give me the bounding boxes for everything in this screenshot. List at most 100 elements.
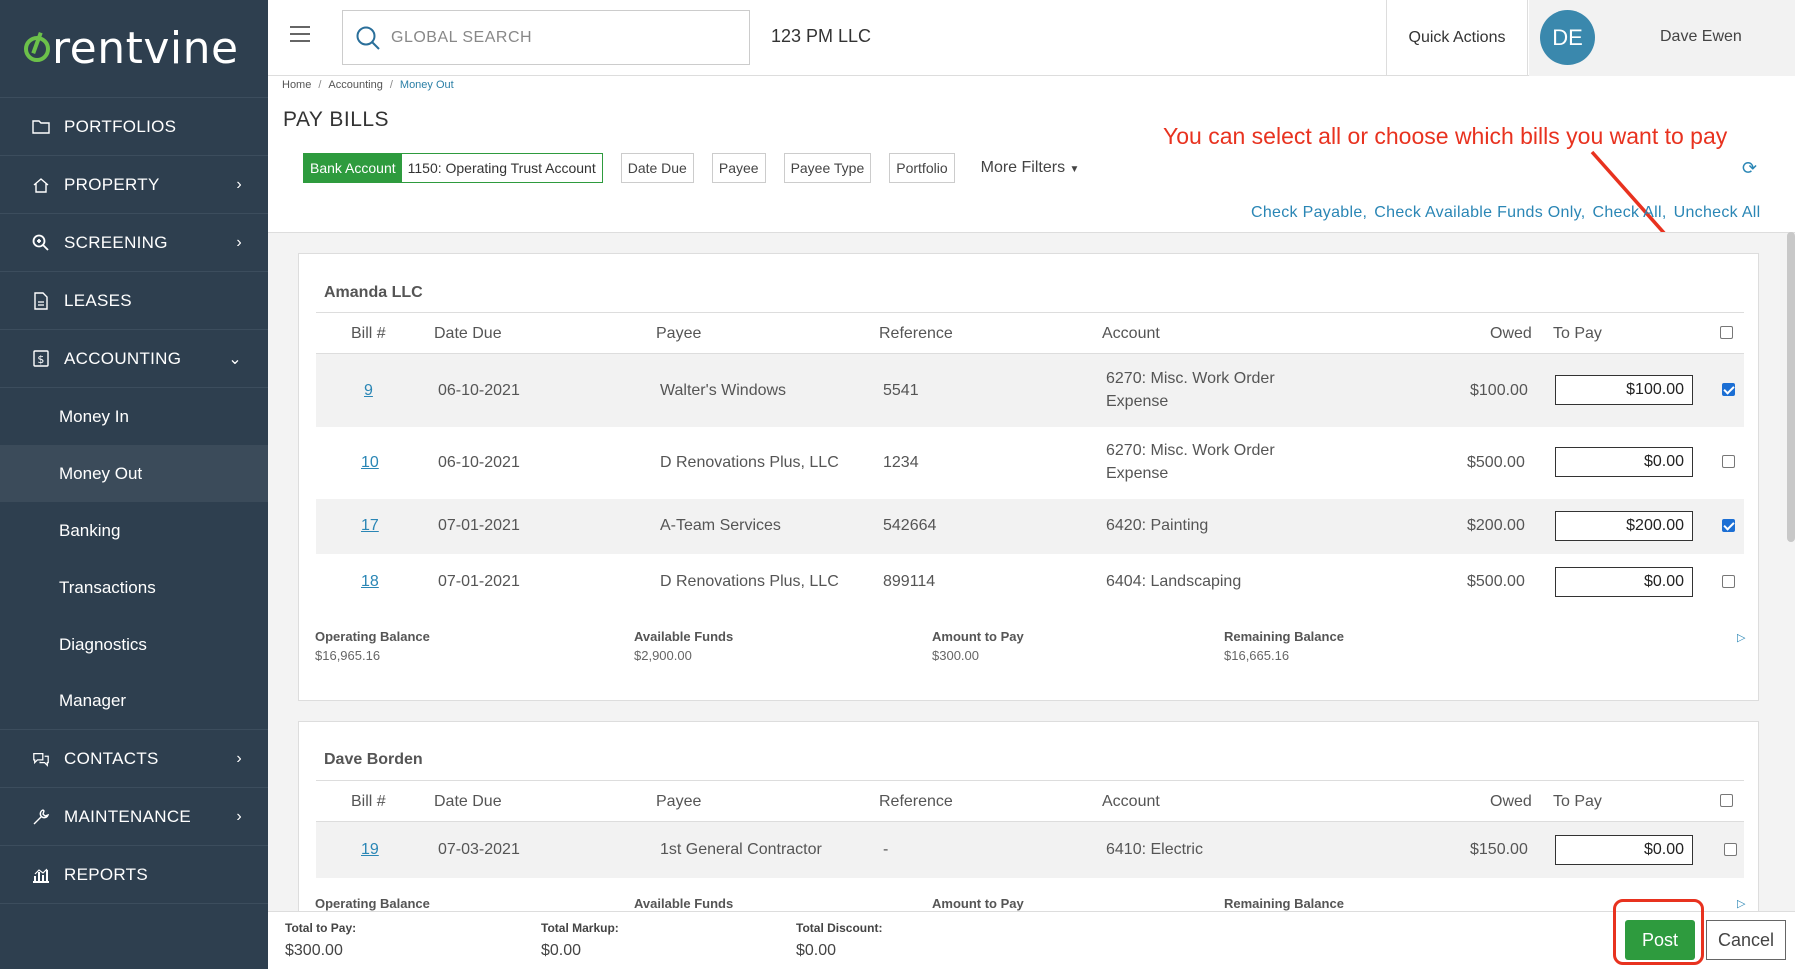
expand-caret-icon[interactable]: ▷ (1737, 898, 1746, 910)
chevron-down-icon: ⌄ (228, 350, 242, 368)
quick-actions-button[interactable]: Quick Actions (1386, 0, 1528, 76)
sidebar-subitem-money-in[interactable]: Money In (59, 406, 129, 426)
dollar-doc-icon: $ (32, 350, 50, 368)
bill-link[interactable]: 9 (364, 382, 373, 399)
sidebar-subitem-transactions[interactable]: Transactions (59, 577, 156, 597)
payee-filter[interactable]: Payee (711, 153, 766, 183)
group-title: Dave Borden (324, 751, 423, 768)
breadcrumb-home[interactable]: Home (282, 79, 312, 91)
svg-text:$: $ (37, 353, 44, 366)
col-bill: Bill # (351, 793, 386, 810)
col-reference: Reference (879, 325, 953, 342)
portfolio-filter[interactable]: Portfolio (889, 153, 955, 183)
check-available-funds-link[interactable]: Check Available Funds Only (1374, 204, 1581, 221)
account-line-1: 6270: Misc. Work Order (1106, 442, 1275, 459)
cancel-button[interactable]: Cancel (1706, 920, 1786, 960)
annotation-text: You can select all or choose which bills… (1163, 123, 1728, 149)
total-discount-value: $0.00 (796, 942, 837, 959)
expand-caret-icon[interactable]: ▷ (1737, 632, 1746, 644)
home-icon (32, 176, 50, 194)
bank-account-filter[interactable]: Bank Account 1150: Operating Trust Accou… (303, 153, 603, 183)
check-all-link[interactable]: Check All (1592, 204, 1662, 221)
avatar[interactable]: DE (1540, 10, 1595, 65)
to-pay-input[interactable] (1555, 447, 1693, 477)
payee-type-filter[interactable]: Payee Type (783, 153, 872, 183)
post-button[interactable]: Post (1625, 920, 1695, 960)
sidebar-item-property[interactable]: PROPERTY › (0, 156, 268, 214)
search-zoom-icon (32, 234, 50, 252)
remaining-balance-label: Remaining Balance (1224, 896, 1344, 911)
sidebar-subitem-manager[interactable]: Manager (0, 673, 268, 730)
date-due: 07-03-2021 (438, 841, 520, 858)
bill-checkbox[interactable] (1724, 843, 1737, 856)
check-payable-link[interactable]: Check Payable (1251, 204, 1363, 221)
bill-link[interactable]: 18 (361, 573, 379, 590)
bill-checkbox[interactable] (1722, 383, 1735, 396)
to-pay-input[interactable] (1555, 375, 1693, 405)
logo-mark-icon (24, 35, 50, 62)
reference: 899114 (883, 573, 936, 590)
sidebar-item-accounting[interactable]: $ ACCOUNTING ⌄ (0, 330, 268, 388)
sidebar-item-contacts[interactable]: CONTACTS › (0, 730, 268, 788)
col-to-pay: To Pay (1553, 793, 1602, 810)
user-name[interactable]: Dave Ewen (1660, 28, 1742, 45)
breadcrumb-accounting[interactable]: Accounting (328, 79, 383, 91)
owed: $500.00 (1467, 454, 1525, 471)
payee-group-panel: Amanda LLC Bill # Date Due Payee Referen… (298, 253, 1759, 701)
total-markup-value: $0.00 (541, 942, 582, 959)
date-due: 06-10-2021 (438, 382, 520, 399)
reference: - (883, 841, 889, 858)
to-pay-input[interactable] (1555, 511, 1693, 541)
top-bar: 123 PM LLC Quick Actions DE Dave Ewen (268, 0, 1795, 76)
payee: Walter's Windows (660, 382, 787, 399)
search-input[interactable] (391, 28, 721, 47)
select-all-checkbox[interactable] (1720, 326, 1733, 339)
sidebar-subitem-banking[interactable]: Banking (59, 520, 121, 540)
bill-checkbox[interactable] (1722, 455, 1735, 468)
more-filters-dropdown[interactable]: More Filters ▼ (981, 159, 1080, 177)
bill-link[interactable]: 10 (361, 454, 379, 471)
available-funds-label: Available Funds (634, 629, 734, 644)
sidebar-item-reports[interactable]: REPORTS (0, 846, 268, 904)
bill-checkbox[interactable] (1722, 519, 1735, 532)
breadcrumb-current[interactable]: Money Out (399, 79, 454, 91)
user-menu[interactable]: DE Dave Ewen (1529, 0, 1795, 76)
bill-link[interactable]: 17 (361, 517, 379, 534)
sidebar-item-label: CONTACTS (64, 748, 159, 768)
company-name[interactable]: 123 PM LLC (771, 26, 872, 46)
chevron-right-icon: › (236, 175, 242, 193)
reference: 542664 (883, 517, 937, 534)
scrollbar[interactable] (1787, 232, 1795, 542)
select-all-checkbox[interactable] (1720, 794, 1733, 807)
date-due-filter[interactable]: Date Due (620, 153, 694, 183)
footer-totals: Total to Pay: $300.00 Total Markup: $0.0… (268, 911, 1795, 969)
sidebar-item-leases[interactable]: LEASES (0, 272, 268, 330)
refresh-icon[interactable]: ⟳ (1742, 158, 1758, 178)
sidebar-item-screening[interactable]: SCREENING › (0, 214, 268, 272)
sidebar-item-maintenance[interactable]: MAINTENANCE › (0, 788, 268, 846)
sidebar-subitem-money-out[interactable]: Money Out (0, 445, 268, 502)
table-row: 17 07-01-2021 A-Team Services 542664 642… (316, 499, 1744, 554)
chevron-right-icon: › (236, 749, 242, 767)
account-line-2: Expense (1106, 465, 1169, 482)
document-icon (32, 291, 50, 310)
sidebar-subitem-diagnostics[interactable]: Diagnostics (59, 634, 147, 654)
to-pay-input[interactable] (1555, 835, 1693, 865)
to-pay-input[interactable] (1555, 567, 1693, 597)
bill-link[interactable]: 19 (361, 841, 379, 858)
brand-logo[interactable]: rentvine (0, 0, 268, 98)
sidebar-item-label: MAINTENANCE (64, 806, 192, 826)
hamburger-menu-icon[interactable] (290, 26, 310, 42)
uncheck-all-link[interactable]: Uncheck All (1673, 204, 1761, 221)
account-line-1: 6420: Painting (1106, 517, 1209, 534)
reference: 5541 (883, 382, 919, 399)
bill-checkbox[interactable] (1722, 575, 1735, 588)
payee: 1st General Contractor (660, 841, 822, 858)
sidebar-item-portfolios[interactable]: PORTFOLIOS (0, 98, 268, 156)
col-account: Account (1102, 793, 1160, 810)
filter-bar: Bank Account 1150: Operating Trust Accou… (303, 153, 1079, 183)
search-icon (356, 26, 380, 50)
global-search[interactable] (342, 10, 750, 65)
chevron-right-icon: › (236, 233, 242, 251)
payee: D Renovations Plus, LLC (660, 573, 839, 590)
